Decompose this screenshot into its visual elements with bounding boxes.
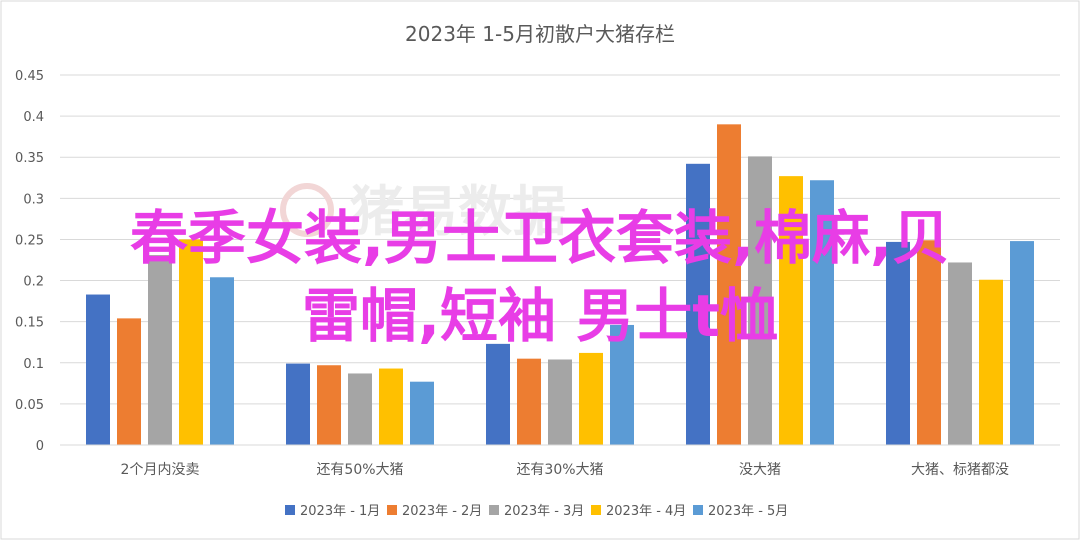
x-tick-label: 还有30%大猪 [516,462,603,478]
bar [148,255,172,445]
bar [117,318,141,445]
y-tick-label: 0.35 [15,151,44,166]
legend-swatch [693,505,703,515]
legend-label: 2023年 - 2月 [402,504,482,519]
bar [610,324,634,445]
x-tick-label: 还有50%大猪 [316,462,403,478]
legend-swatch [285,505,295,515]
legend-swatch [387,505,397,515]
bar [348,373,372,445]
chart-title: 2023年 1-5月初散户大猪存栏 [405,22,675,46]
x-tick-label: 2个月内没卖 [121,462,200,478]
legend-label: 2023年 - 5月 [708,504,788,519]
bar [886,241,910,445]
y-tick-label: 0.25 [15,233,44,248]
bar [86,294,110,445]
bar [917,240,941,445]
bar [286,363,310,445]
y-tick-label: 0.05 [15,398,44,413]
legend-label: 2023年 - 1月 [300,504,380,519]
legend-label: 2023年 - 4月 [606,504,686,519]
bar [179,239,203,445]
bar [579,352,603,445]
bar [410,381,434,445]
bar [717,124,741,445]
y-tick-label: 0.1 [23,357,44,372]
bar [779,176,803,445]
bar [948,262,972,445]
y-tick-label: 0.15 [15,316,44,331]
y-tick-label: 0.2 [23,275,44,290]
bar [317,365,341,445]
bar [979,279,1003,445]
bar [1010,241,1034,445]
legend-label: 2023年 - 3月 [504,504,584,519]
y-tick-label: 0.4 [23,110,44,125]
x-tick-label: 大猪、标猪都没 [911,462,1009,478]
bar [810,180,834,445]
bar [486,343,510,445]
bar [548,359,572,445]
bar [748,156,772,445]
legend-swatch [489,505,499,515]
y-tick-label: 0.45 [15,69,44,84]
bar [379,368,403,445]
watermark-logo [280,183,334,237]
legend-swatch [591,505,601,515]
bar [210,277,234,445]
x-tick-label: 没大猪 [739,462,781,478]
y-tick-label: 0.3 [23,192,44,207]
y-tick-label: 0 [36,439,44,454]
watermark-text: 猪易数据 [350,180,566,243]
bar [686,163,710,446]
bar [517,358,541,445]
